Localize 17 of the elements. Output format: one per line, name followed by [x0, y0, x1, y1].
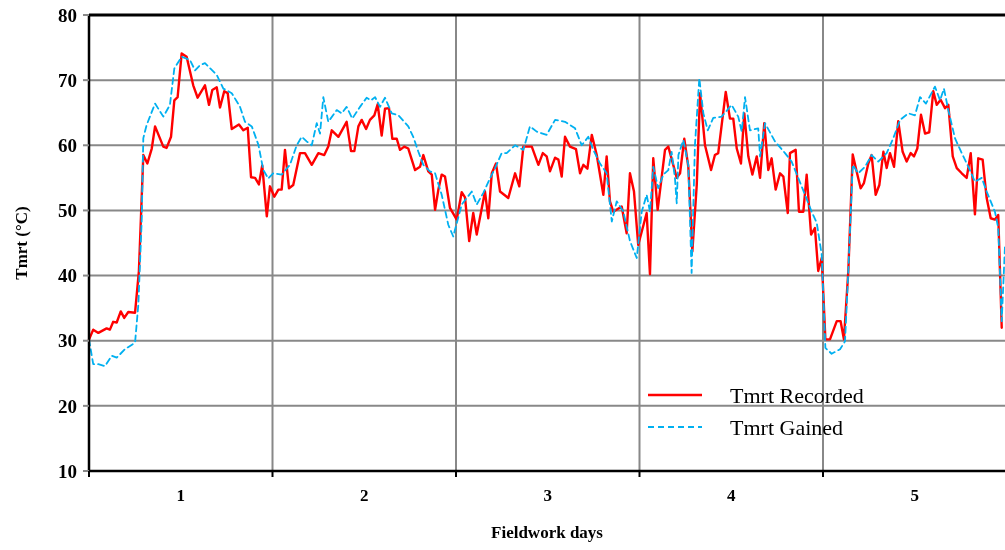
legend-label: Tmrt Gained — [730, 414, 844, 440]
y-tick-label: 80 — [58, 4, 77, 26]
y-tick-label: 10 — [58, 460, 77, 482]
y-axis-title: Tmrt (°C) — [12, 206, 31, 280]
x-axis-title: Fieldwork days — [491, 523, 604, 542]
y-tick-label: 50 — [58, 200, 77, 222]
y-tick-label: 60 — [58, 134, 77, 156]
x-tick-label: 4 — [727, 486, 736, 505]
y-tick-label: 40 — [58, 265, 77, 287]
x-tick-label: 1 — [176, 486, 185, 505]
y-tick-label: 70 — [58, 69, 77, 91]
x-tick-label: 2 — [360, 486, 369, 505]
x-tick-label: 3 — [543, 486, 552, 505]
y-tick-label: 30 — [58, 330, 77, 352]
y-tick-label: 20 — [58, 395, 77, 417]
legend-label: Tmrt Recorded — [730, 382, 864, 408]
x-tick-label: 5 — [910, 486, 919, 505]
